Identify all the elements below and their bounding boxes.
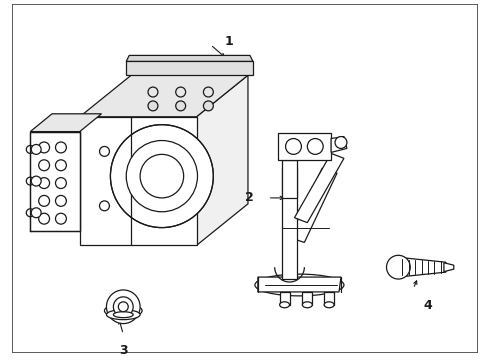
- Circle shape: [203, 87, 213, 97]
- Circle shape: [39, 142, 49, 153]
- Ellipse shape: [106, 310, 140, 320]
- Ellipse shape: [254, 274, 343, 296]
- Circle shape: [334, 136, 346, 148]
- Circle shape: [307, 139, 323, 154]
- Polygon shape: [302, 292, 312, 305]
- Circle shape: [100, 201, 109, 211]
- Circle shape: [175, 87, 185, 97]
- Polygon shape: [126, 55, 252, 61]
- Polygon shape: [281, 168, 297, 279]
- Circle shape: [55, 213, 66, 224]
- Polygon shape: [330, 136, 346, 152]
- Circle shape: [39, 213, 49, 224]
- Ellipse shape: [324, 302, 333, 308]
- Text: 1: 1: [224, 35, 232, 48]
- Circle shape: [148, 101, 158, 111]
- Circle shape: [55, 142, 66, 153]
- Circle shape: [55, 160, 66, 171]
- Polygon shape: [281, 160, 297, 198]
- Circle shape: [39, 160, 49, 171]
- Ellipse shape: [259, 278, 338, 292]
- Circle shape: [55, 195, 66, 206]
- Circle shape: [26, 209, 34, 217]
- Polygon shape: [126, 61, 252, 75]
- Circle shape: [106, 290, 140, 324]
- Text: 2: 2: [244, 192, 253, 204]
- Circle shape: [55, 177, 66, 189]
- Circle shape: [113, 297, 133, 317]
- Polygon shape: [289, 168, 336, 242]
- Circle shape: [118, 302, 128, 312]
- Circle shape: [148, 87, 158, 97]
- Circle shape: [31, 176, 41, 186]
- Circle shape: [175, 101, 185, 111]
- Circle shape: [26, 177, 34, 185]
- Polygon shape: [277, 132, 330, 160]
- Circle shape: [31, 208, 41, 218]
- Circle shape: [285, 139, 301, 154]
- Ellipse shape: [104, 304, 142, 318]
- Circle shape: [140, 154, 183, 198]
- Polygon shape: [279, 292, 289, 305]
- Polygon shape: [324, 292, 333, 305]
- Circle shape: [386, 255, 409, 279]
- Circle shape: [110, 125, 213, 228]
- Ellipse shape: [113, 312, 133, 318]
- Polygon shape: [398, 257, 445, 277]
- Circle shape: [26, 145, 34, 153]
- Polygon shape: [30, 132, 80, 230]
- Circle shape: [39, 195, 49, 206]
- Polygon shape: [196, 75, 247, 246]
- Ellipse shape: [279, 302, 289, 308]
- Polygon shape: [257, 277, 340, 292]
- Polygon shape: [443, 263, 453, 272]
- Polygon shape: [30, 114, 102, 132]
- Circle shape: [39, 177, 49, 189]
- Ellipse shape: [302, 302, 312, 308]
- Circle shape: [126, 140, 197, 212]
- Circle shape: [100, 147, 109, 156]
- Text: 4: 4: [422, 299, 431, 312]
- Circle shape: [203, 101, 213, 111]
- Polygon shape: [294, 153, 343, 222]
- Polygon shape: [80, 117, 196, 246]
- Text: 3: 3: [119, 345, 127, 357]
- Circle shape: [31, 144, 41, 154]
- Polygon shape: [80, 75, 247, 117]
